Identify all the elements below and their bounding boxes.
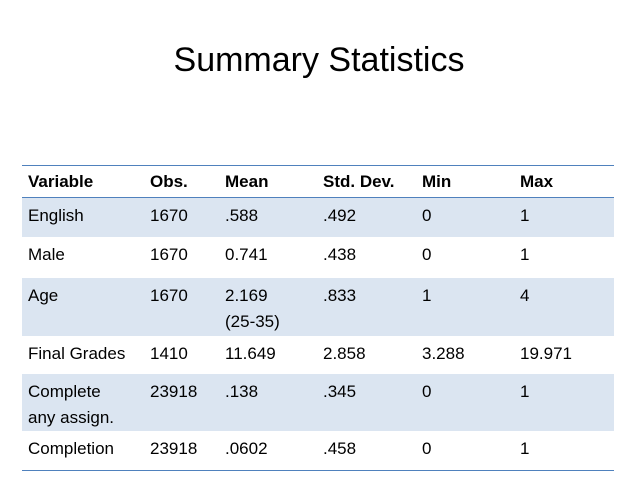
cell-min: 0 [416, 197, 514, 237]
cell-variable: Final Grades [28, 343, 126, 363]
table-row: Complete any assign. 23918 .138 .345 0 1 [22, 373, 614, 431]
cell-variable: Age [22, 277, 144, 336]
cell-min: 3.288 [422, 343, 465, 363]
cell-variable: English [22, 197, 144, 237]
cell-variable: Completion [28, 438, 114, 458]
cell-max: 1 [514, 373, 614, 431]
cell-obs: 23918 [144, 373, 219, 431]
cell-min: 0 [422, 244, 432, 264]
cell-std-dev: 2.858 [323, 343, 366, 363]
table-row: Male 1670 0.741 .438 0 1 [22, 237, 614, 278]
cell-mean: .588 [219, 197, 317, 237]
cell-mean: 2.169 (25-35) [219, 277, 317, 336]
page-title: Summary Statistics [173, 41, 465, 79]
column-header-obs: Obs. [150, 172, 188, 191]
table-row: Final Grades 1410 11.649 2.858 3.288 19.… [22, 336, 614, 374]
summary-statistics-table: Variable Obs. Mean Std. Dev. Min Max Eng… [22, 165, 614, 471]
cell-std-dev: .492 [317, 197, 416, 237]
cell-obs: 1670 [144, 197, 219, 237]
cell-mean: .138 [219, 373, 317, 431]
cell-obs: 1410 [150, 343, 188, 363]
cell-min: 1 [416, 277, 514, 336]
cell-std-dev: .833 [317, 277, 416, 336]
cell-min: 0 [422, 438, 432, 458]
cell-mean: 11.649 [225, 343, 276, 363]
cell-min: 0 [416, 373, 514, 431]
cell-obs: 1670 [150, 244, 188, 264]
cell-max: 1 [520, 244, 530, 264]
cell-std-dev: .345 [317, 373, 416, 431]
column-header-min: Min [422, 172, 452, 191]
cell-max: 1 [514, 197, 614, 237]
table-row: English 1670 .588 .492 0 1 [22, 197, 614, 237]
cell-obs: 1670 [144, 277, 219, 336]
cell-max: 19.971 [520, 343, 572, 363]
cell-variable-line-1: Complete [28, 381, 101, 401]
cell-variable: Complete any assign. [22, 373, 144, 431]
cell-mean: 0.741 [225, 244, 268, 264]
cell-std-dev: .458 [323, 438, 357, 458]
column-header-variable: Variable [28, 172, 94, 191]
table-row: Age 1670 2.169 (25-35) .833 1 4 [22, 277, 614, 336]
cell-max: 1 [520, 438, 530, 458]
table-row: Completion 23918 .0602 .458 0 1 [22, 431, 614, 471]
column-header-std-dev: Std. Dev. [323, 172, 395, 191]
cell-std-dev: .438 [323, 244, 357, 264]
cell-variable: Male [28, 244, 65, 264]
cell-mean: .0602 [225, 438, 268, 458]
cell-max: 4 [514, 277, 614, 336]
table-header-row: Variable Obs. Mean Std. Dev. Min Max [22, 165, 614, 198]
column-header-mean: Mean [225, 172, 269, 191]
cell-obs: 23918 [150, 438, 198, 458]
cell-variable-line-2: any assign. [28, 407, 114, 427]
column-header-max: Max [520, 172, 554, 191]
cell-mean-note: (25-35) [225, 311, 280, 331]
cell-mean-value: 2.169 [225, 285, 268, 305]
